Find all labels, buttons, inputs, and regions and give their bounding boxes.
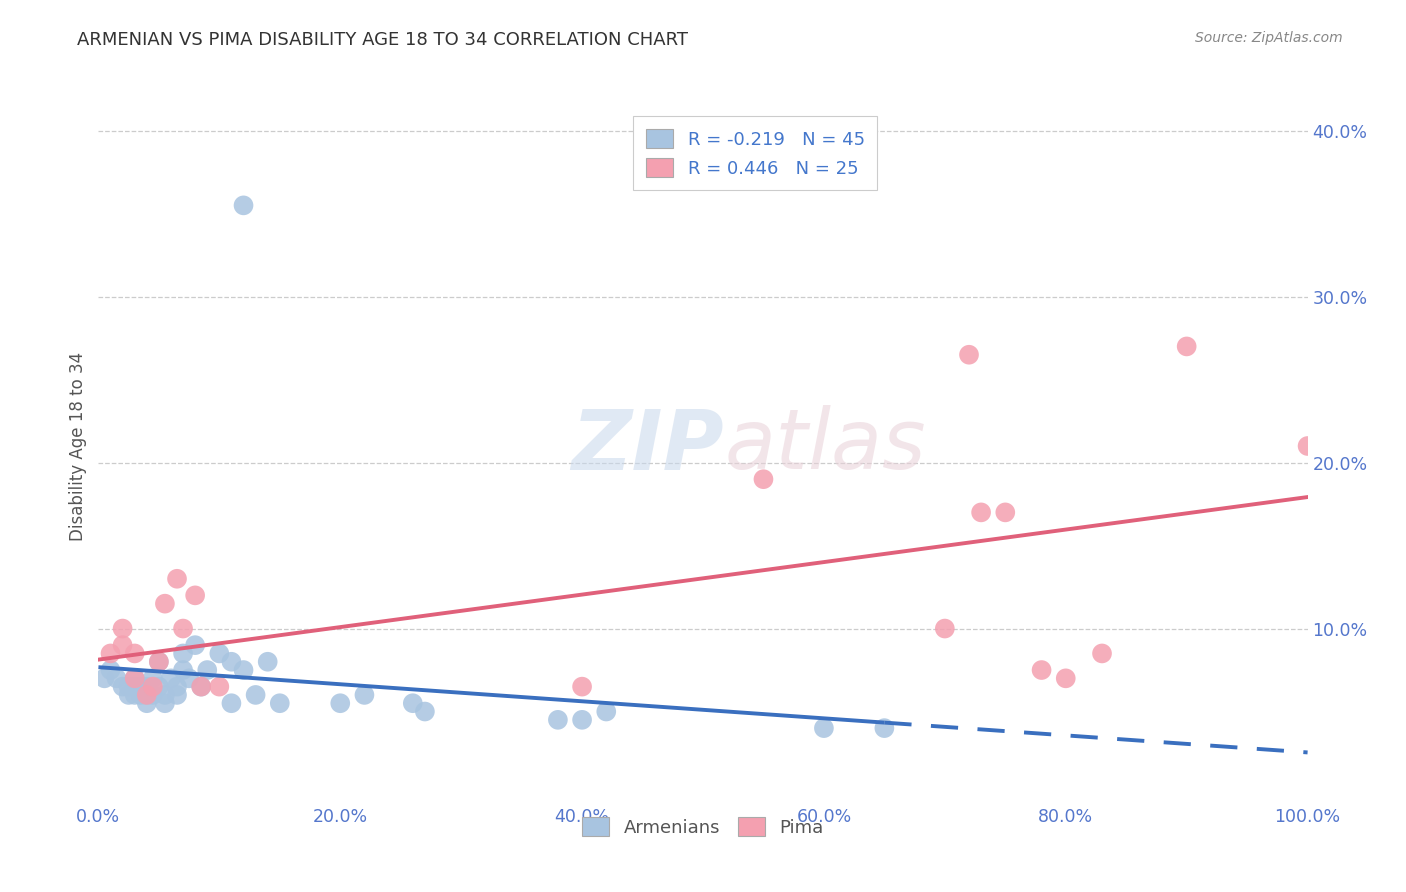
Point (269, 696, 291, 710)
Point (111, 622, 134, 636)
Point (813, 721, 835, 735)
Point (994, 505, 1017, 519)
Point (111, 638, 134, 652)
Point (129, 688, 152, 702)
Point (142, 688, 165, 702)
Point (124, 671, 146, 685)
Point (148, 655, 170, 669)
Point (402, 696, 425, 710)
Point (256, 655, 278, 669)
Point (190, 680, 212, 694)
Point (100, 663, 122, 677)
Point (142, 680, 165, 694)
Text: ZIP: ZIP (571, 406, 724, 486)
Point (93, 671, 115, 685)
Point (135, 696, 157, 710)
Point (105, 671, 128, 685)
Point (571, 680, 593, 694)
Point (1091, 647, 1114, 661)
Point (124, 671, 146, 685)
Point (208, 680, 231, 694)
Point (934, 622, 956, 636)
Point (1175, 339, 1198, 353)
Point (135, 688, 157, 702)
Point (135, 680, 157, 694)
Point (142, 671, 165, 685)
Point (873, 721, 896, 735)
Point (1296, 439, 1319, 453)
Point (118, 680, 141, 694)
Point (245, 688, 267, 702)
Point (148, 680, 170, 694)
Point (353, 688, 375, 702)
Point (111, 680, 134, 694)
Point (124, 647, 146, 661)
Point (547, 713, 569, 727)
Point (184, 588, 207, 602)
Point (595, 705, 617, 719)
Point (413, 705, 436, 719)
Point (329, 696, 352, 710)
Point (195, 663, 218, 677)
Point (100, 647, 122, 661)
Point (179, 671, 201, 685)
Point (970, 505, 993, 519)
Point (1031, 663, 1053, 677)
Point (153, 597, 176, 611)
Point (124, 680, 146, 694)
Point (153, 696, 176, 710)
Point (124, 688, 146, 702)
Text: ARMENIAN VS PIMA DISABILITY AGE 18 TO 34 CORRELATION CHART: ARMENIAN VS PIMA DISABILITY AGE 18 TO 34… (77, 31, 689, 49)
Point (232, 663, 254, 677)
Text: atlas: atlas (724, 406, 925, 486)
Point (148, 655, 170, 669)
Point (221, 655, 243, 669)
Point (221, 696, 243, 710)
Y-axis label: Disability Age 18 to 34: Disability Age 18 to 34 (69, 351, 87, 541)
Point (184, 638, 207, 652)
Point (166, 572, 188, 586)
Point (752, 472, 775, 486)
Point (232, 198, 254, 212)
Point (172, 647, 194, 661)
Point (135, 688, 157, 702)
Point (118, 688, 141, 702)
Point (166, 688, 188, 702)
Point (571, 713, 593, 727)
Point (129, 680, 152, 694)
Point (160, 671, 183, 685)
Point (172, 622, 194, 636)
Point (190, 680, 212, 694)
Point (957, 348, 980, 362)
Point (172, 663, 194, 677)
Point (1054, 671, 1077, 685)
Point (153, 688, 176, 702)
Text: Source: ZipAtlas.com: Source: ZipAtlas.com (1195, 31, 1343, 45)
Point (166, 680, 188, 694)
Legend: Armenians, Pima: Armenians, Pima (575, 809, 831, 844)
Point (208, 647, 231, 661)
